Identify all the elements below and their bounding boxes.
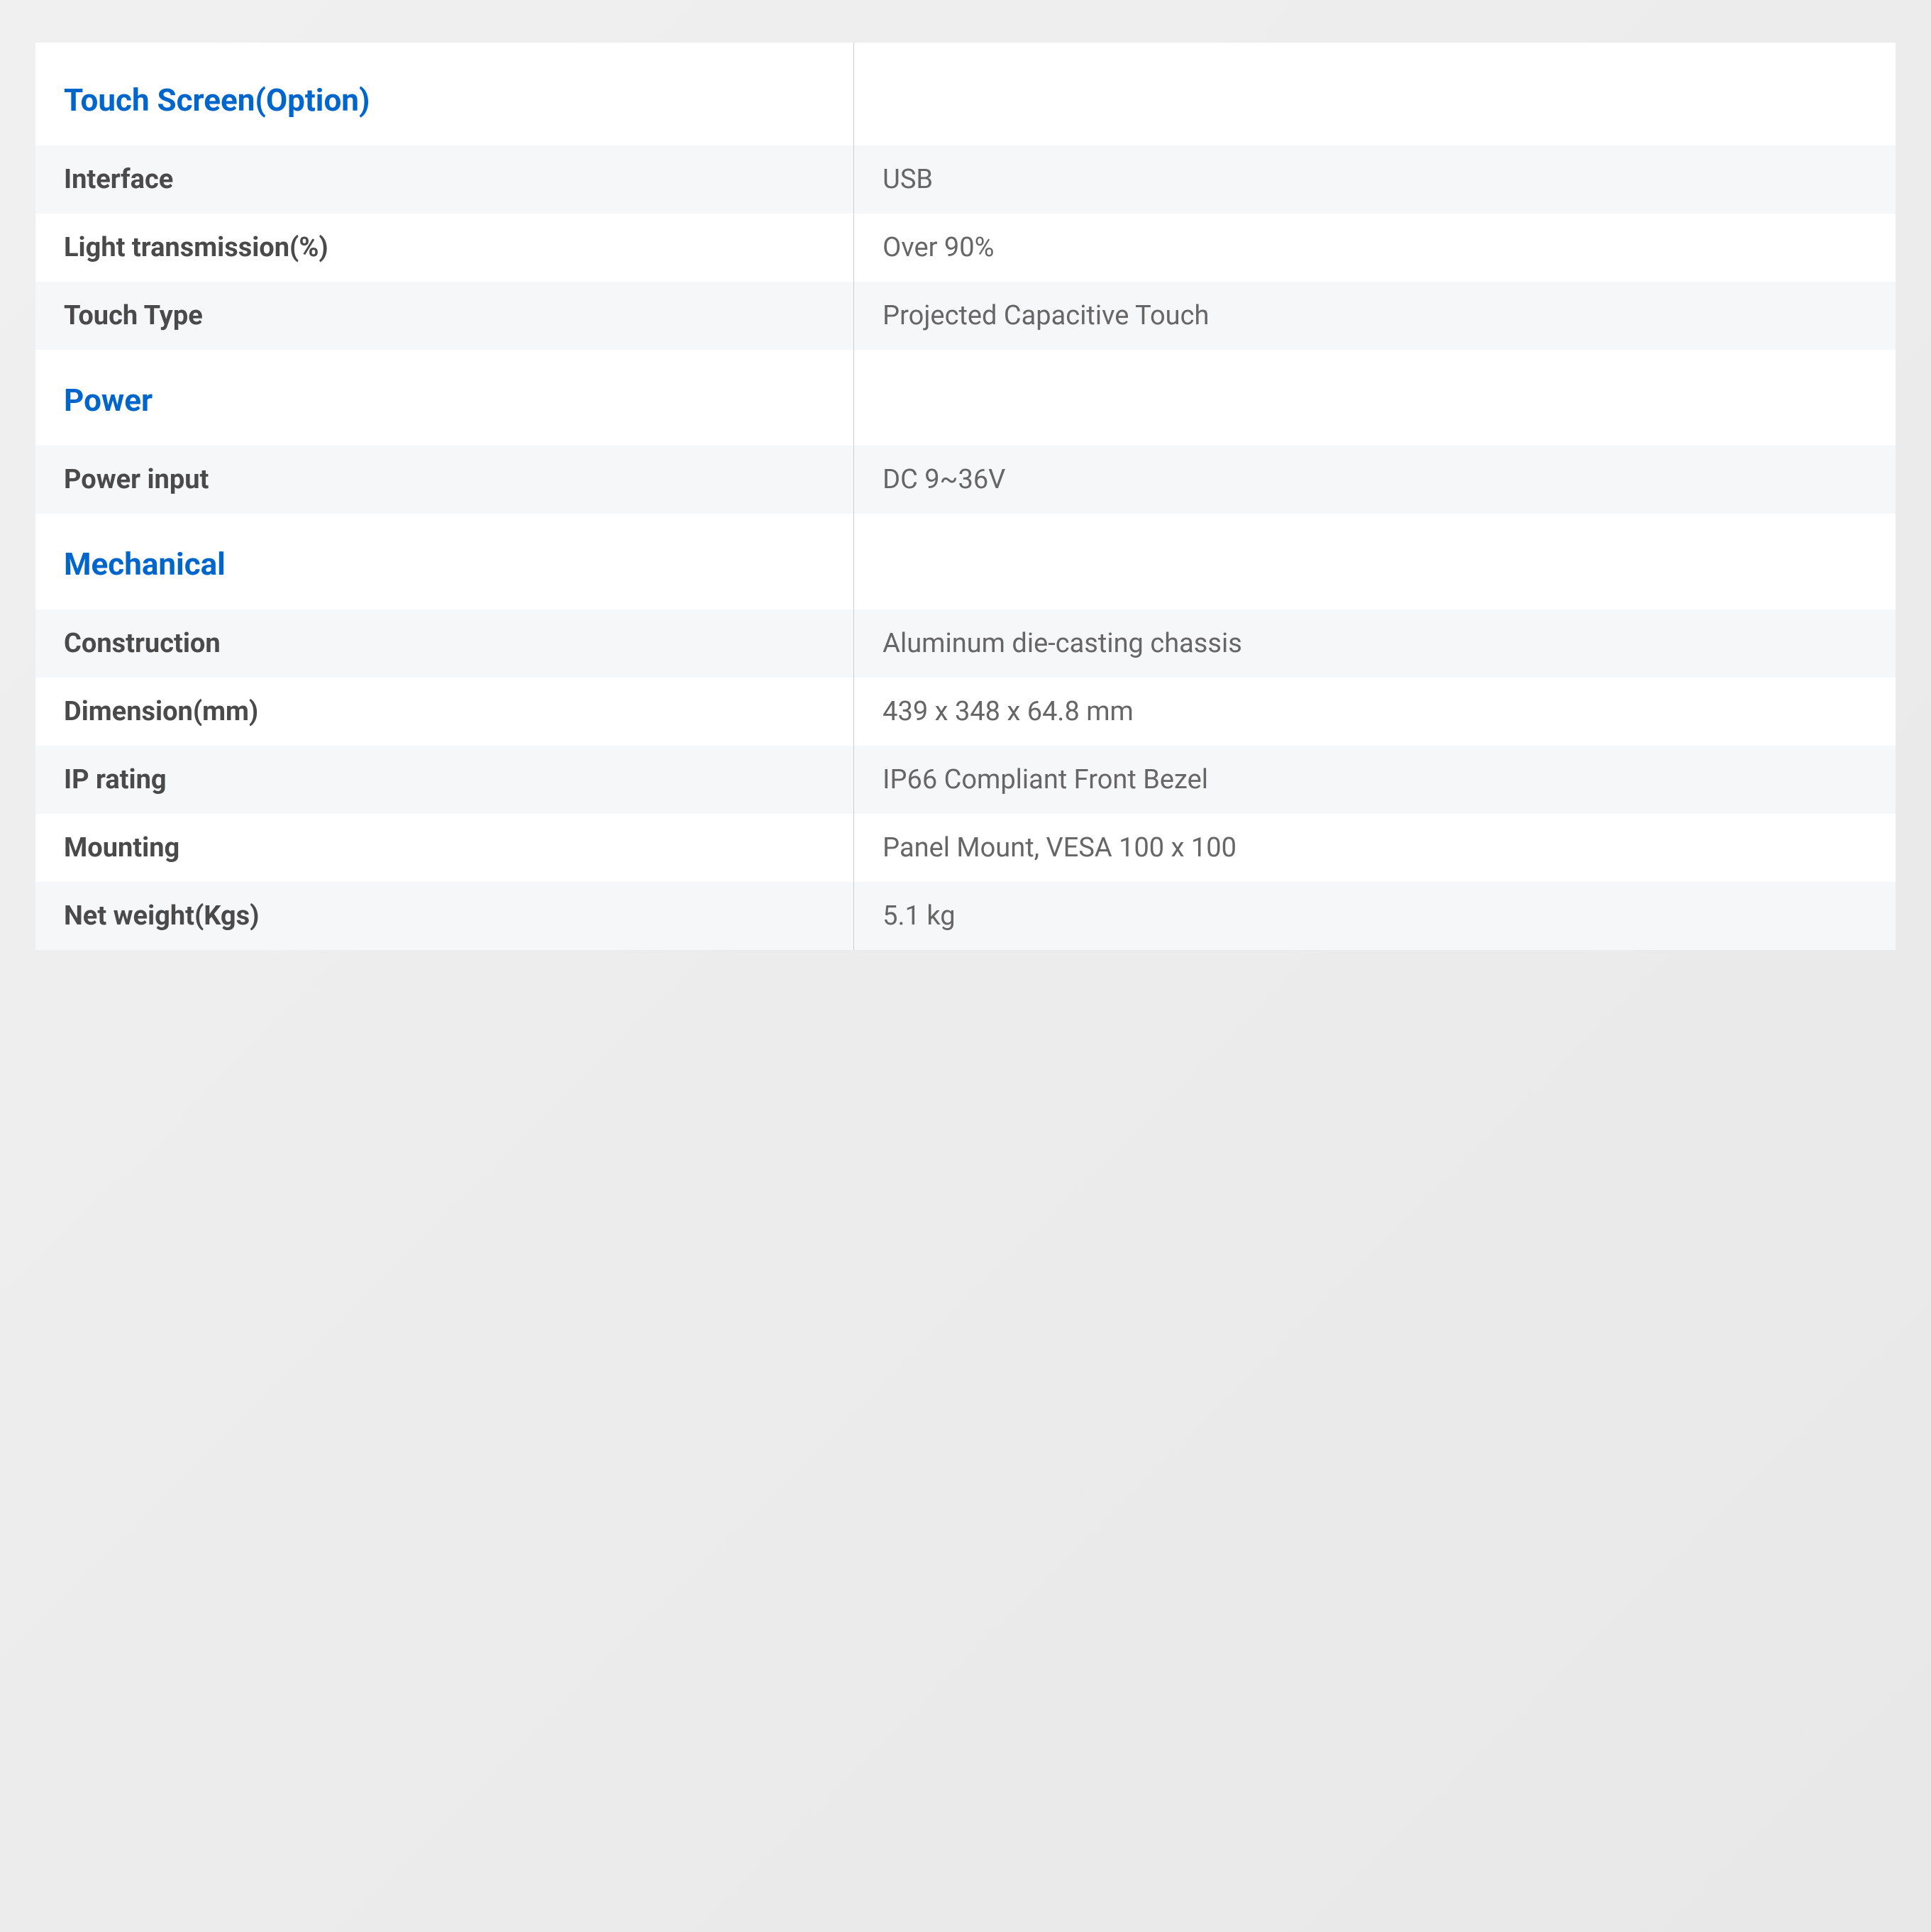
table-row: Mounting Panel Mount, VESA 100 x 100 bbox=[35, 814, 1896, 882]
spec-label: Mounting bbox=[35, 814, 854, 882]
section-header-row: Power bbox=[35, 350, 1896, 446]
table-row: Light transmission(%) Over 90% bbox=[35, 214, 1896, 282]
spec-label: Dimension(mm) bbox=[35, 678, 854, 746]
table-row: Touch Type Projected Capacitive Touch bbox=[35, 282, 1896, 350]
table-row: Interface USB bbox=[35, 145, 1896, 214]
table-row: IP rating IP66 Compliant Front Bezel bbox=[35, 746, 1896, 814]
section-title: Mechanical bbox=[35, 514, 854, 609]
section-title-empty bbox=[854, 43, 1896, 145]
spec-label: Net weight(Kgs) bbox=[35, 882, 854, 950]
spec-label: Construction bbox=[35, 609, 854, 678]
section-title: Power bbox=[35, 350, 854, 446]
spec-value: DC 9~36V bbox=[854, 446, 1896, 514]
spec-label: IP rating bbox=[35, 746, 854, 814]
spec-label: Interface bbox=[35, 145, 854, 214]
spec-label: Power input bbox=[35, 446, 854, 514]
table-row: Construction Aluminum die-casting chassi… bbox=[35, 609, 1896, 678]
spec-value: Projected Capacitive Touch bbox=[854, 282, 1896, 350]
spec-value: IP66 Compliant Front Bezel bbox=[854, 746, 1896, 814]
spec-value: USB bbox=[854, 145, 1896, 214]
spec-value: Aluminum die-casting chassis bbox=[854, 609, 1896, 678]
section-header-row: Touch Screen(Option) bbox=[35, 43, 1896, 145]
section-header-row: Mechanical bbox=[35, 514, 1896, 609]
table-row: Net weight(Kgs) 5.1 kg bbox=[35, 882, 1896, 950]
table-row: Dimension(mm) 439 x 348 x 64.8 mm bbox=[35, 678, 1896, 746]
section-title-empty bbox=[854, 514, 1896, 609]
table-row: Power input DC 9~36V bbox=[35, 446, 1896, 514]
spec-label: Light transmission(%) bbox=[35, 214, 854, 282]
spec-value: Panel Mount, VESA 100 x 100 bbox=[854, 814, 1896, 882]
spec-value: Over 90% bbox=[854, 214, 1896, 282]
specification-table: Touch Screen(Option) Interface USB Light… bbox=[35, 43, 1896, 950]
section-title: Touch Screen(Option) bbox=[35, 43, 854, 145]
section-title-empty bbox=[854, 350, 1896, 446]
spec-value: 439 x 348 x 64.8 mm bbox=[854, 678, 1896, 746]
spec-value: 5.1 kg bbox=[854, 882, 1896, 950]
spec-label: Touch Type bbox=[35, 282, 854, 350]
